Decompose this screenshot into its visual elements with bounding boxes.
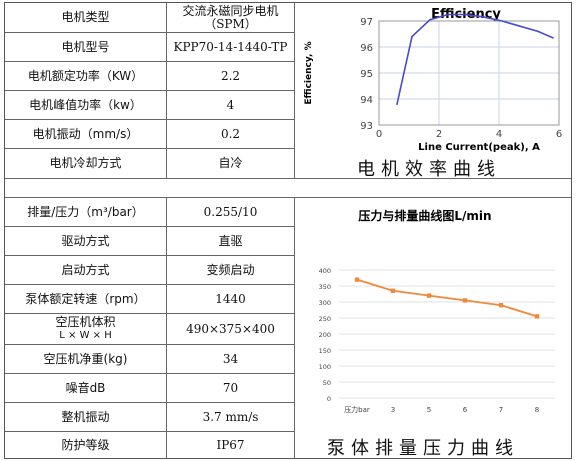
table1-label-0: 电机类型 — [5, 3, 167, 33]
efficiency-data-point — [552, 37, 554, 39]
pressure-caption: 泵体排量压力曲线 — [327, 438, 519, 459]
table2-value-2: 变频启动 — [167, 256, 295, 285]
motor-type-subvalue: （SPM） — [204, 16, 257, 31]
table2-label-1: 驱动方式 — [5, 227, 167, 256]
efficiency-data-point — [396, 103, 398, 105]
table2-label-5: 空压机净重(kg) — [5, 345, 167, 374]
pressure-xtick-label: 3 — [391, 406, 395, 414]
pressure-ytick-label: 0 — [327, 395, 331, 403]
pressure-chart: 压力与排量曲线图L/min 0 50 100 150 200 250 300 350 400 压力b… — [295, 198, 571, 430]
pressure-data-point — [426, 293, 432, 298]
table1-value-5: 自冷 — [167, 149, 295, 179]
separator-row — [5, 179, 571, 198]
efficiency-xtick-label: 4 — [496, 129, 502, 140]
pressure-data-point — [390, 288, 396, 293]
table1-value-4: 0.2 — [167, 120, 295, 149]
table1-label-3: 电机峰值功率（kw） — [5, 91, 167, 120]
efficiency-xtick-label: 6 — [556, 129, 562, 140]
pressure-ytick-label: 350 — [319, 283, 331, 291]
table2-value-6: 70 — [167, 374, 295, 403]
table2-value-0: 0.255/10 — [167, 198, 295, 227]
efficiency-data-point — [429, 18, 431, 21]
efficiency-series-line — [396, 13, 554, 105]
pressure-xtick-label: 5 — [427, 406, 431, 414]
pressure-ytick-label: 150 — [319, 347, 331, 355]
efficiency-data-point — [465, 13, 467, 16]
pressure-xtick-label: 压力bar — [344, 405, 370, 414]
table2-value-8: IP67 — [167, 432, 295, 459]
table1-label-1: 电机型号 — [5, 33, 167, 62]
table2-label-8: 防护等级 — [5, 432, 167, 459]
table2-value-3: 1440 — [167, 285, 295, 314]
pressure-chart-cell: 压力与排量曲线图L/min 0 50 100 150 200 250 300 350 400 压力b… — [295, 198, 571, 459]
efficiency-xtick-label: 0 — [376, 129, 382, 140]
pressure-ytick-label: 300 — [319, 299, 331, 307]
table1-value-2: 2.2 — [167, 62, 295, 91]
efficiency-caption: 电机效率曲线 — [357, 159, 501, 180]
pressure-ytick-label: 250 — [319, 315, 331, 323]
pressure-chart-background — [295, 198, 571, 430]
pressure-series-line — [356, 278, 538, 318]
efficiency-data-point — [501, 20, 503, 22]
table2-value-1: 直驱 — [167, 227, 295, 256]
efficiency-ytick-label: 93 — [360, 121, 373, 132]
table1-value-0: 交流永磁同步电机 （SPM） — [167, 3, 295, 33]
efficiency-ytick-label: 96 — [360, 43, 373, 54]
table2-value-7: 3.7 mm/s — [167, 403, 295, 432]
efficiency-data-point — [483, 16, 485, 18]
efficiency-plot-frame — [378, 20, 560, 126]
efficiency-data-point — [519, 25, 521, 28]
table2-label-4: 空压机体积 L × W × H — [5, 314, 167, 345]
table2-value-4: 490×375×400 — [167, 314, 295, 345]
table1-label-2: 电机额定功率（KW） — [5, 62, 167, 91]
table2-label-7: 整机振动 — [5, 403, 167, 432]
efficiency-ytick-label: 94 — [360, 95, 373, 106]
motor-type-value: 交流永磁同步电机 — [182, 3, 279, 18]
efficiency-chart-cell: Efficiency 93 94 95 96 97 0 2 4 6 Line Current(pea… — [295, 3, 571, 180]
efficiency-ytick-label: 95 — [360, 69, 373, 80]
efficiency-y-axis-label: Efficiency, % — [304, 41, 314, 104]
table1-label-5: 电机冷却方式 — [5, 149, 167, 179]
pressure-data-point — [534, 314, 540, 319]
pressure-ytick-label: 400 — [319, 267, 331, 275]
table1-value-3: 4 — [167, 91, 295, 120]
pressure-ytick-label: 100 — [319, 363, 331, 371]
pressure-ytick-label: 50 — [323, 379, 331, 387]
pressure-xtick-label: 6 — [463, 406, 468, 414]
pressure-data-point — [354, 277, 360, 282]
efficiency-data-point — [537, 30, 539, 33]
table1-label-4: 电机振动（mm/s） — [5, 120, 167, 149]
volume-sublabel: L × W × H — [59, 330, 112, 341]
efficiency-x-axis-label: Line Current(peak), A — [418, 142, 540, 153]
efficiency-ytick-label: 97 — [360, 17, 373, 28]
table2-label-6: 噪音dB — [5, 374, 167, 403]
pressure-data-point — [498, 303, 504, 308]
table2-value-5: 34 — [167, 345, 295, 374]
pressure-chart-title: 压力与排量曲线图L/min — [358, 208, 491, 223]
pressure-xtick-label: 7 — [499, 406, 503, 414]
volume-label: 空压机体积 — [55, 315, 116, 329]
table2-label-2: 启动方式 — [5, 256, 167, 285]
efficiency-xtick-label: 2 — [436, 129, 442, 140]
efficiency-data-point — [411, 35, 413, 38]
table1-value-1: KPP70-14-1440-TP — [167, 33, 295, 62]
table2-label-0: 排量/压力（m³/bar） — [5, 198, 167, 227]
table2-label-3: 泵体额定转速（rpm） — [5, 285, 167, 314]
pressure-ytick-label: 200 — [319, 331, 331, 339]
pressure-data-point — [462, 298, 468, 303]
efficiency-data-point — [447, 13, 449, 16]
pressure-xtick-label: 8 — [535, 406, 539, 414]
spec-sheet: 电机类型 交流永磁同步电机 （SPM） 电机型号 KPP70-14-1440-T… — [4, 2, 572, 459]
